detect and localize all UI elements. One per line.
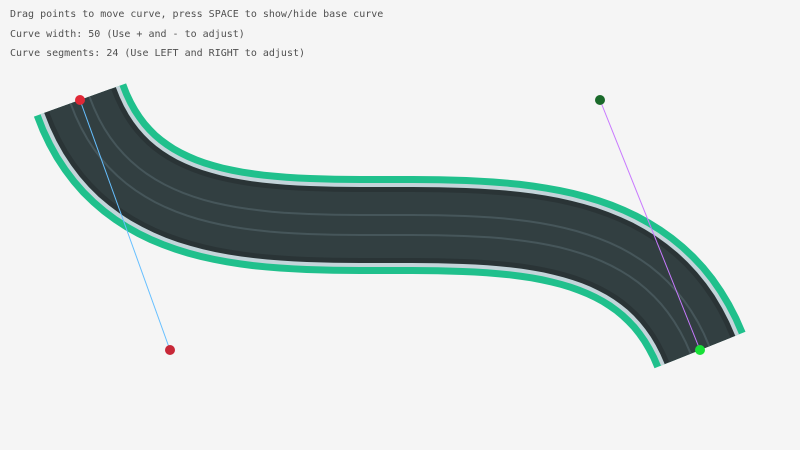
start-point-handle[interactable]	[75, 95, 85, 105]
lane-line	[88, 96, 711, 347]
start-control-handle[interactable]	[165, 345, 175, 355]
end-control-handle[interactable]	[595, 95, 605, 105]
road-asphalt	[49, 88, 731, 363]
instruction-drag: Drag points to move curve, press SPACE t…	[10, 9, 384, 20]
start-handle-line	[79, 99, 171, 351]
end-handle-line	[599, 99, 701, 351]
instruction-segments: Curve segments: 24 (Use LEFT and RIGHT t…	[10, 48, 306, 59]
end-point-handle[interactable]	[695, 345, 705, 355]
lane-line	[69, 103, 692, 355]
instruction-width: Curve width: 50 (Use + and - to adjust)	[10, 29, 245, 40]
